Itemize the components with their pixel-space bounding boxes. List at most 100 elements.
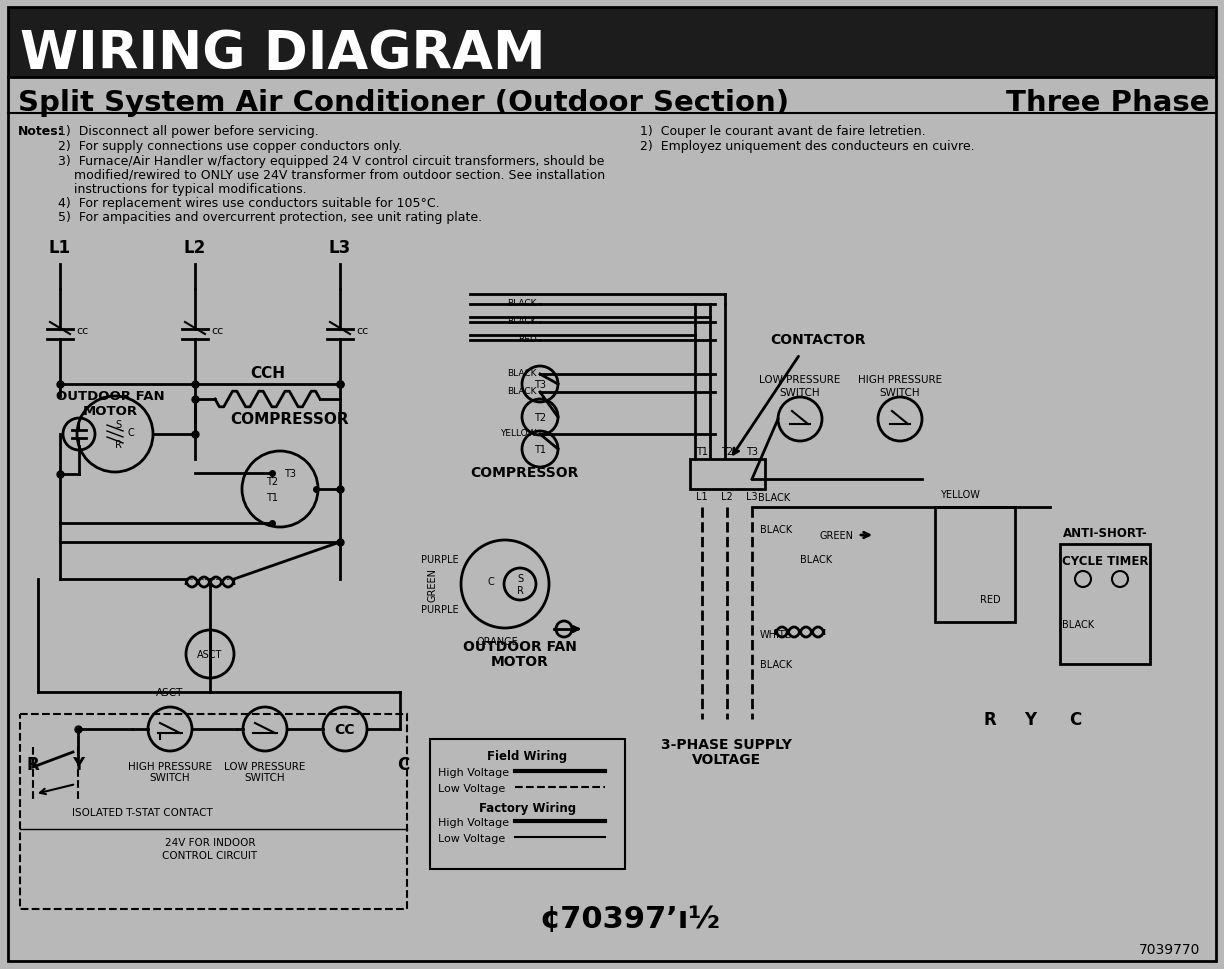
Text: COMPRESSOR: COMPRESSOR — [470, 465, 579, 480]
Text: Three Phase: Three Phase — [1006, 89, 1211, 117]
Text: cc: cc — [211, 326, 223, 335]
Text: T2: T2 — [266, 477, 278, 486]
Text: L3: L3 — [747, 491, 758, 502]
Text: OUTDOOR FAN: OUTDOOR FAN — [463, 640, 577, 653]
Text: SWITCH: SWITCH — [245, 772, 285, 782]
Text: Y: Y — [1024, 710, 1036, 729]
Text: CONTROL CIRCUIT: CONTROL CIRCUIT — [163, 850, 257, 860]
Text: VOLTAGE: VOLTAGE — [693, 752, 761, 766]
Text: LOW PRESSURE: LOW PRESSURE — [224, 762, 306, 771]
Text: T3: T3 — [534, 380, 546, 390]
Text: T2: T2 — [534, 413, 546, 422]
Text: C: C — [127, 427, 135, 438]
Text: ISOLATED T-STAT CONTACT: ISOLATED T-STAT CONTACT — [72, 807, 213, 817]
Text: BLACK: BLACK — [800, 554, 832, 564]
Text: YELLOW: YELLOW — [940, 489, 980, 499]
Text: CCH: CCH — [250, 365, 285, 381]
Text: T2: T2 — [721, 447, 733, 456]
Text: S: S — [517, 574, 523, 583]
Text: L2: L2 — [184, 238, 206, 257]
Text: modified/rewired to ONLY use 24V transformer from outdoor section. See installat: modified/rewired to ONLY use 24V transfo… — [58, 169, 605, 182]
Text: C: C — [487, 577, 494, 586]
Text: SWITCH: SWITCH — [780, 388, 820, 397]
Text: BLACK: BLACK — [508, 299, 537, 308]
Text: R: R — [517, 585, 524, 595]
Text: ORANGE: ORANGE — [476, 637, 518, 646]
Text: L1: L1 — [696, 491, 707, 502]
Text: High Voltage: High Voltage — [438, 817, 509, 828]
Text: instructions for typical modifications.: instructions for typical modifications. — [58, 183, 307, 196]
Text: 2)  For supply connections use copper conductors only.: 2) For supply connections use copper con… — [58, 140, 403, 153]
Text: Field Wiring: Field Wiring — [487, 749, 568, 763]
Text: BLACK: BLACK — [508, 369, 537, 378]
Text: C: C — [1069, 710, 1081, 729]
Text: CC: CC — [334, 722, 355, 736]
Text: RED: RED — [980, 594, 1001, 605]
Text: YELLOW: YELLOW — [501, 429, 537, 438]
Text: ASCT: ASCT — [197, 649, 223, 659]
Text: C: C — [397, 755, 409, 773]
Text: Low Voltage: Low Voltage — [438, 833, 506, 843]
Bar — [690, 459, 765, 489]
Text: CONTACTOR: CONTACTOR — [770, 332, 865, 347]
Text: COMPRESSOR: COMPRESSOR — [230, 412, 349, 426]
Text: LOW PRESSURE: LOW PRESSURE — [759, 375, 841, 385]
Text: cc: cc — [356, 326, 368, 335]
Text: BLACK: BLACK — [508, 387, 537, 396]
Text: R: R — [984, 710, 996, 729]
Bar — [1060, 545, 1151, 665]
Text: Y: Y — [72, 755, 84, 773]
Text: cc: cc — [76, 326, 88, 335]
Text: 1)  Couper le courant avant de faire letretien.: 1) Couper le courant avant de faire letr… — [640, 125, 925, 138]
Text: PURPLE: PURPLE — [421, 605, 459, 614]
Text: S: S — [115, 420, 121, 429]
Text: R: R — [27, 755, 39, 773]
Bar — [20, 714, 408, 909]
Text: T3: T3 — [284, 469, 296, 479]
Text: HIGH PRESSURE: HIGH PRESSURE — [858, 375, 942, 385]
Text: GREEN: GREEN — [428, 568, 438, 602]
Text: R: R — [115, 440, 121, 450]
Text: BLACK: BLACK — [758, 492, 791, 503]
Text: OUTDOOR FAN: OUTDOOR FAN — [55, 390, 164, 402]
Text: GREEN: GREEN — [820, 530, 854, 541]
Text: L2: L2 — [721, 491, 733, 502]
Text: MOTOR: MOTOR — [491, 654, 548, 669]
Text: BLACK: BLACK — [508, 317, 537, 327]
Text: L3: L3 — [329, 238, 351, 257]
Text: MOTOR: MOTOR — [82, 405, 137, 418]
Text: Notes:: Notes: — [18, 125, 64, 138]
Text: 24V FOR INDOOR: 24V FOR INDOOR — [165, 837, 256, 847]
Text: Low Voltage: Low Voltage — [438, 783, 506, 794]
Bar — [935, 508, 1015, 622]
Text: T1: T1 — [534, 445, 546, 454]
Text: ANTI-SHORT-: ANTI-SHORT- — [1062, 526, 1147, 540]
Text: High Voltage: High Voltage — [438, 767, 509, 777]
Text: CYCLE TIMER: CYCLE TIMER — [1061, 554, 1148, 568]
Text: PURPLE: PURPLE — [421, 554, 459, 564]
Text: ASCT: ASCT — [157, 687, 184, 698]
Text: T3: T3 — [745, 447, 758, 456]
Text: Factory Wiring: Factory Wiring — [479, 801, 577, 814]
Text: L1: L1 — [49, 238, 71, 257]
Text: ¢70397’ı½: ¢70397’ı½ — [540, 905, 721, 933]
Text: SWITCH: SWITCH — [149, 772, 190, 782]
Text: BLACK: BLACK — [1062, 619, 1094, 629]
Text: RED: RED — [518, 335, 537, 344]
Text: 1)  Disconnect all power before servicing.: 1) Disconnect all power before servicing… — [58, 125, 318, 138]
Text: 2)  Employez uniquement des conducteurs en cuivre.: 2) Employez uniquement des conducteurs e… — [640, 140, 974, 153]
Text: T1: T1 — [696, 447, 707, 456]
Bar — [9, 8, 1215, 78]
Text: 3)  Furnace/Air Handler w/factory equipped 24 V control circuit transformers, sh: 3) Furnace/Air Handler w/factory equippe… — [58, 155, 605, 168]
Text: Split System Air Conditioner (Outdoor Section): Split System Air Conditioner (Outdoor Se… — [18, 89, 789, 117]
Text: T1: T1 — [266, 492, 278, 503]
Text: 7039770: 7039770 — [1138, 942, 1200, 956]
Text: SWITCH: SWITCH — [880, 388, 920, 397]
Text: BLACK: BLACK — [760, 659, 792, 670]
Text: HIGH PRESSURE: HIGH PRESSURE — [129, 762, 212, 771]
Text: 5)  For ampacities and overcurrent protection, see unit rating plate.: 5) For ampacities and overcurrent protec… — [58, 211, 482, 224]
Text: 3-PHASE SUPPLY: 3-PHASE SUPPLY — [661, 737, 792, 751]
Text: WHITE: WHITE — [760, 629, 792, 640]
Text: WIRING DIAGRAM: WIRING DIAGRAM — [20, 28, 546, 79]
Bar — [430, 739, 625, 869]
